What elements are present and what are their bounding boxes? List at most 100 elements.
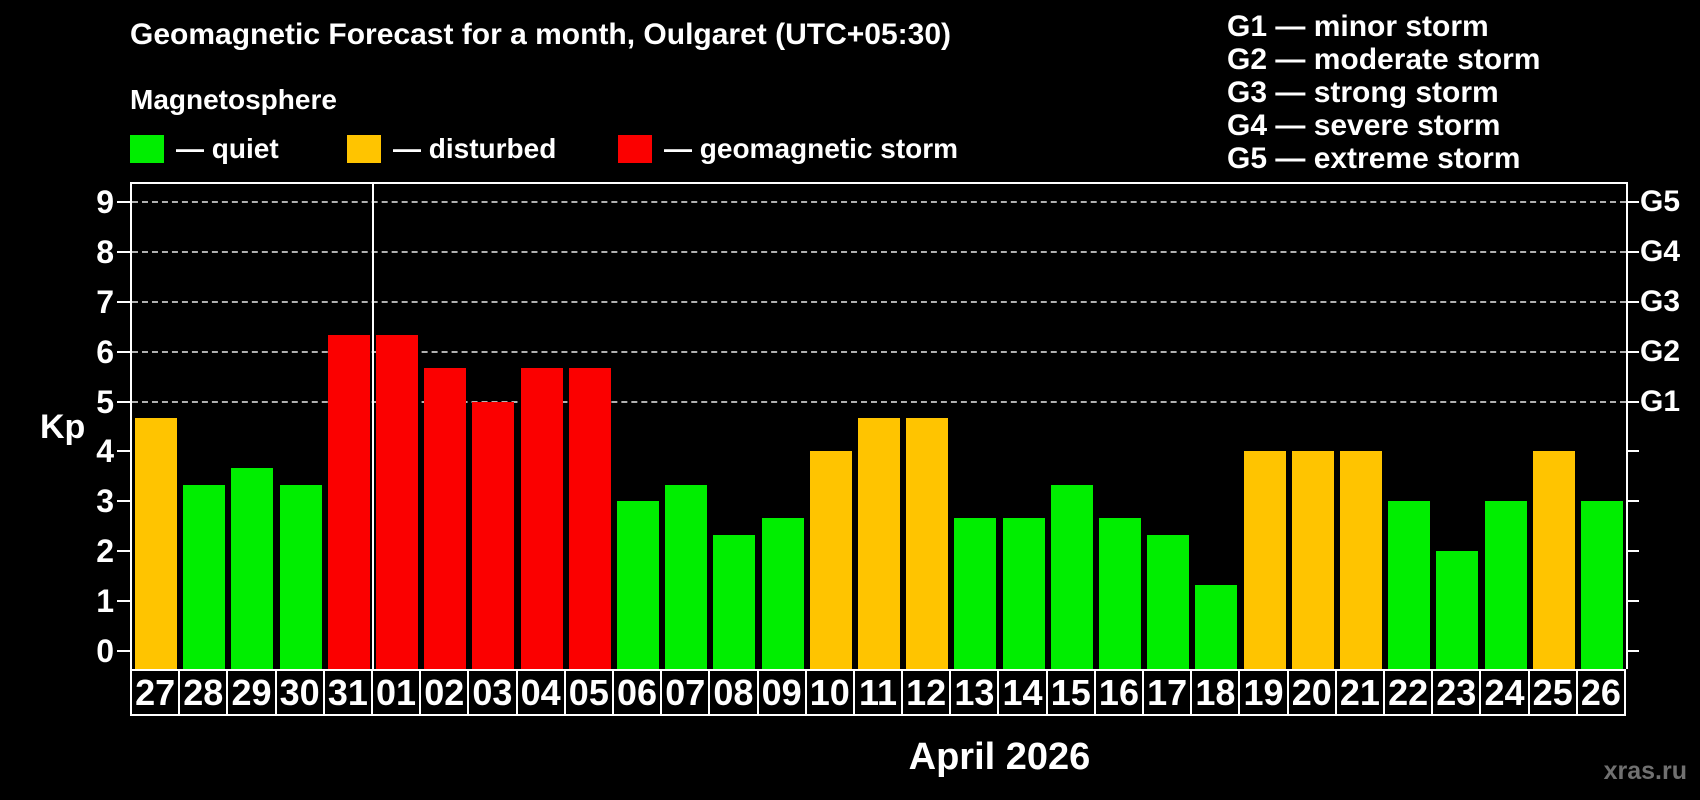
bar-day-01	[376, 335, 419, 669]
bar-day-31	[327, 335, 370, 669]
y-tick-left-2	[117, 550, 130, 553]
gridline-kp9	[132, 200, 1626, 203]
chart-title: Geomagnetic Forecast for a month, Oulgar…	[130, 18, 952, 51]
bar-day-22	[1388, 501, 1431, 669]
date-cell-01: 01	[372, 671, 420, 714]
legend-item-storm: — geomagnetic storm	[618, 134, 958, 164]
y-tick-left-5	[117, 400, 130, 403]
quiet-color-swatch	[130, 135, 164, 163]
right-axis-label-g2: G2	[1640, 334, 1681, 368]
y-tick-label-3: 3	[96, 483, 114, 520]
date-cell-04: 04	[517, 671, 564, 714]
bar-day-14	[1002, 517, 1045, 669]
date-cell-31: 31	[324, 671, 371, 714]
y-tick-left-3	[117, 500, 130, 503]
date-cell-12: 12	[903, 671, 950, 714]
right-axis-label-g4: G4	[1640, 234, 1681, 268]
date-axis-row: 27 28 29 30 31 01 02 03 04 05 06 07 08 09 10 11 12 13 14 15…	[130, 669, 1626, 716]
date-cell-05: 05	[565, 671, 612, 714]
bar-day-08	[713, 534, 756, 669]
y-tick-right-7	[1626, 300, 1639, 303]
bar-day-17	[1147, 534, 1190, 669]
date-cell-02: 02	[421, 671, 468, 714]
bar-day-23	[1436, 551, 1479, 669]
y-tick-label-5: 5	[96, 383, 114, 420]
bar-day-29	[231, 467, 274, 669]
plot-area	[130, 182, 1628, 669]
date-cell-14: 14	[999, 671, 1046, 714]
storm-scale-g2: G2 — moderate storm	[1227, 43, 1541, 76]
date-cell-11: 11	[854, 671, 902, 714]
y-tick-label-6: 6	[96, 333, 114, 370]
y-tick-left-0	[117, 650, 130, 652]
date-cell-30: 30	[276, 671, 323, 714]
date-cell-15: 15	[1047, 671, 1094, 714]
bar-day-16	[1098, 517, 1141, 669]
date-cell-28: 28	[180, 671, 227, 714]
bar-day-19	[1243, 451, 1286, 669]
gridline-kp5	[132, 400, 1626, 403]
bar-day-13	[954, 517, 997, 669]
bar-day-24	[1484, 501, 1527, 669]
gridline-kp7	[132, 300, 1626, 303]
date-cell-17: 17	[1144, 671, 1191, 714]
legend-label-disturbed: — disturbed	[393, 133, 557, 164]
date-cell-27: 27	[132, 671, 179, 714]
date-cell-07: 07	[662, 671, 709, 714]
date-cell-29: 29	[228, 671, 275, 714]
y-tick-left-8	[117, 250, 130, 253]
date-cell-08: 08	[710, 671, 757, 714]
chart-subtitle: Magnetosphere	[130, 84, 337, 115]
y-tick-left-9	[117, 200, 130, 203]
date-cell-13: 13	[951, 671, 998, 714]
bar-day-30	[279, 484, 322, 669]
month-divider	[371, 184, 374, 669]
date-cell-19: 19	[1240, 671, 1287, 714]
date-cell-09: 09	[758, 671, 805, 714]
legend-item-quiet: — quiet	[130, 134, 279, 164]
storm-scale-g4: G4 — severe storm	[1227, 109, 1501, 142]
y-tick-right-3	[1626, 500, 1639, 503]
y-tick-right-2	[1626, 550, 1639, 553]
y-tick-right-5	[1626, 400, 1639, 403]
bar-day-15	[1050, 484, 1093, 669]
y-tick-right-6	[1626, 350, 1639, 353]
bar-day-21	[1339, 451, 1382, 669]
date-cell-25: 25	[1529, 671, 1576, 714]
right-axis-label-g1: G1	[1640, 384, 1681, 418]
date-cell-20: 20	[1288, 671, 1335, 714]
y-tick-left-1	[117, 600, 130, 603]
bar-day-28	[183, 484, 226, 669]
bar-day-26	[1580, 501, 1623, 669]
y-tick-right-0	[1626, 650, 1639, 652]
y-tick-left-7	[117, 300, 130, 303]
bar-day-11	[858, 417, 900, 669]
y-tick-right-8	[1626, 250, 1639, 253]
bar-day-09	[761, 517, 804, 669]
storm-scale-legend: G1 — minor storm G2 — moderate storm G3 …	[1227, 10, 1540, 175]
bar-day-20	[1291, 451, 1334, 669]
y-tick-label-2: 2	[96, 533, 114, 570]
bar-day-06	[617, 501, 660, 669]
legend-label-quiet: — quiet	[176, 133, 279, 164]
y-tick-label-8: 8	[96, 233, 114, 270]
date-cell-23: 23	[1433, 671, 1480, 714]
right-axis-label-g3: G3	[1640, 284, 1681, 318]
bar-day-25	[1532, 451, 1575, 669]
y-tick-left-6	[117, 350, 130, 353]
storm-color-swatch	[618, 135, 652, 163]
right-axis-label-g5: G5	[1640, 184, 1681, 218]
bar-day-04	[520, 368, 563, 669]
y-tick-right-9	[1626, 200, 1639, 203]
x-axis-month-label: April 2026	[908, 736, 1091, 778]
date-cell-16: 16	[1095, 671, 1143, 714]
date-cell-03: 03	[469, 671, 516, 714]
watermark: xras.ru	[1603, 757, 1687, 785]
bar-day-02	[424, 368, 467, 669]
bar-day-05	[568, 368, 611, 669]
date-cell-10: 10	[806, 671, 853, 714]
gridline-kp6	[132, 350, 1626, 353]
storm-scale-g5: G5 — extreme storm	[1227, 142, 1521, 175]
date-cell-26: 26	[1577, 671, 1624, 714]
